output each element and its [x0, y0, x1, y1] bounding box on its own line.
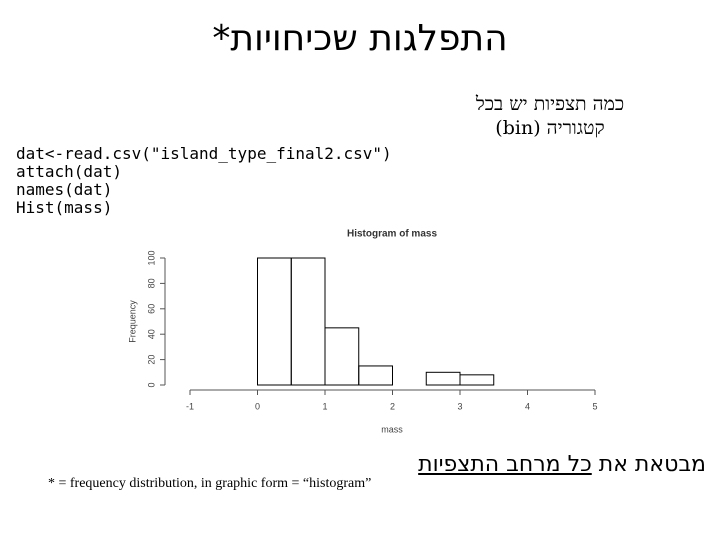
caption-underlined: כל מרחב התצפיות	[418, 452, 592, 477]
x-axis-label: mass	[381, 424, 403, 434]
note-line: כמה תצפיות יש בכל	[475, 93, 625, 115]
y-tick-label: 60	[146, 304, 156, 314]
y-axis-label: Frequency	[127, 300, 137, 343]
y-tick-label: 40	[146, 329, 156, 339]
y-tick-label: 80	[146, 278, 156, 288]
code-line: dat<-read.csv("island_type_final2.csv")	[16, 144, 392, 163]
bar	[290, 257, 326, 386]
bar	[459, 374, 495, 386]
note: כמה תצפיות יש בכל קטגוריה (bin)	[400, 92, 700, 140]
y-tick-label: 20	[146, 355, 156, 365]
x-tick-label: 4	[525, 401, 530, 411]
y-tick-label: 100	[146, 250, 156, 265]
bar	[257, 257, 292, 386]
caption: מבטאת את כל מרחב התצפיות	[418, 452, 706, 477]
note-line: קטגוריה (bin)	[495, 117, 605, 139]
x-tick-label: 1	[322, 401, 327, 411]
x-tick-label: 3	[457, 401, 462, 411]
slide-title: התפלגות שכיחויות*	[212, 18, 508, 59]
chart-title: Histogram of mass	[347, 229, 437, 240]
caption-text: מבטאת את	[591, 452, 706, 477]
x-tick-label: 0	[255, 401, 260, 411]
bar	[324, 327, 360, 386]
y-tick-label: 0	[146, 382, 156, 387]
code-line: names(dat)	[16, 180, 113, 199]
bar	[425, 371, 461, 386]
x-tick-label: -1	[186, 401, 194, 411]
x-tick-label: 2	[390, 401, 395, 411]
footnote: * = frequency distribution, in graphic f…	[48, 476, 372, 491]
bar	[358, 365, 393, 386]
x-tick-label: 5	[592, 401, 597, 411]
code-line: attach(dat)	[16, 162, 122, 181]
code-line: Hist(mass)	[16, 198, 113, 217]
code-block: dat<-read.csv("island_type_final2.csv") …	[16, 145, 392, 217]
